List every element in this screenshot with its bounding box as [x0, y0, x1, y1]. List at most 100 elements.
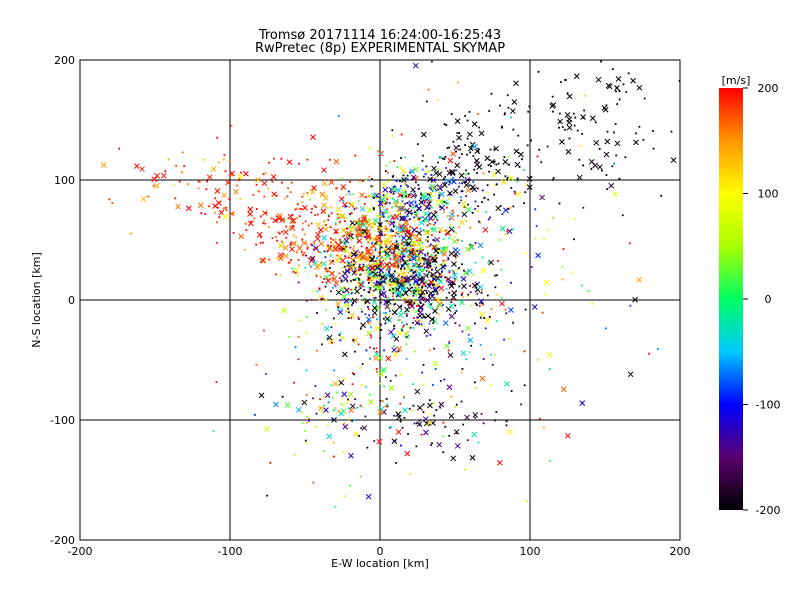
- colorbar-label: [m/s]: [722, 74, 751, 87]
- data-point-dot: [436, 219, 439, 222]
- data-point-dot: [435, 190, 438, 193]
- data-point-dot: [265, 212, 267, 215]
- data-point-dot: [326, 270, 329, 273]
- data-point-dot: [447, 258, 450, 261]
- data-point-dot: [401, 240, 404, 243]
- data-point-dot: [409, 472, 412, 475]
- data-point-dot: [443, 200, 446, 203]
- data-point-dot: [543, 237, 545, 240]
- data-point-dot: [330, 384, 333, 387]
- data-point-cross: [430, 211, 437, 218]
- data-point-cross: [278, 242, 284, 249]
- data-point-dot: [360, 252, 363, 255]
- data-point-cross: [335, 289, 342, 296]
- data-point-dot: [423, 268, 425, 271]
- data-point-dot: [416, 275, 419, 278]
- data-point-cross: [391, 309, 398, 316]
- data-point-cross: [493, 145, 500, 152]
- data-point-cross: [390, 277, 397, 283]
- data-point-dot: [434, 176, 437, 179]
- data-point-dot: [469, 304, 472, 307]
- data-point-dot: [208, 205, 211, 208]
- data-point-dot: [275, 215, 278, 217]
- data-point-dot: [389, 303, 392, 306]
- data-point-dot: [416, 239, 419, 242]
- data-point-cross: [351, 297, 358, 304]
- data-point-dot: [290, 181, 293, 184]
- data-point-dot: [400, 269, 403, 272]
- data-point-dot: [409, 218, 411, 221]
- data-point-dot: [215, 241, 218, 244]
- data-point-cross: [261, 210, 268, 216]
- data-point-dot: [422, 363, 425, 366]
- data-point-dot: [222, 158, 225, 161]
- data-point-dot: [590, 168, 593, 170]
- data-point-dot: [568, 137, 571, 140]
- data-point-dot: [263, 329, 265, 332]
- data-point-dot: [474, 322, 476, 325]
- data-point-cross: [206, 174, 213, 181]
- data-point-dot: [414, 181, 417, 184]
- data-point-dot: [374, 296, 377, 299]
- data-point-dot: [458, 132, 461, 134]
- data-point-dot: [338, 221, 341, 224]
- data-point-dot: [336, 213, 339, 216]
- data-point-dot: [432, 318, 434, 320]
- data-point-dot: [388, 202, 391, 205]
- data-point-dot: [404, 284, 406, 287]
- data-point-dot: [458, 185, 460, 188]
- data-point-dot: [506, 178, 508, 181]
- data-point-dot: [338, 333, 341, 336]
- data-point-dot: [458, 249, 461, 251]
- data-point-dot: [374, 288, 377, 291]
- data-point-dot: [324, 194, 327, 197]
- data-point-cross: [281, 307, 288, 314]
- data-point-dot: [378, 274, 381, 277]
- data-point-dot: [384, 322, 387, 325]
- data-point-cross: [415, 205, 422, 212]
- data-point-dot: [399, 402, 402, 405]
- data-point-dot: [305, 393, 308, 396]
- data-point-dot: [308, 418, 310, 420]
- data-point-dot: [332, 441, 335, 444]
- data-point-dot: [417, 252, 420, 255]
- data-point-dot: [464, 169, 467, 172]
- data-point-cross: [472, 143, 478, 150]
- data-point-dot: [516, 177, 519, 180]
- data-point-dot: [343, 265, 346, 268]
- data-point-cross: [325, 277, 332, 284]
- data-point-dot: [489, 165, 492, 167]
- data-point-dot: [407, 195, 410, 198]
- data-point-dot: [474, 200, 477, 203]
- data-point-dot: [318, 287, 321, 290]
- data-point-dot: [448, 341, 451, 343]
- data-point-dot: [361, 363, 364, 365]
- data-point-dot: [389, 268, 391, 271]
- data-point-dot: [441, 262, 444, 265]
- data-point-dot: [417, 216, 420, 219]
- data-point-dot: [511, 228, 514, 231]
- data-point-dot: [371, 226, 374, 229]
- data-point-dot: [520, 403, 523, 406]
- data-point-dot: [419, 197, 422, 199]
- data-point-dot: [301, 421, 304, 424]
- data-point-cross: [233, 189, 239, 195]
- data-point-dot: [447, 349, 450, 352]
- data-point-dot: [318, 288, 321, 291]
- data-point-dot: [469, 291, 472, 294]
- data-point-dot: [356, 256, 359, 259]
- data-point-cross: [355, 231, 362, 237]
- data-point-dot: [375, 347, 378, 350]
- data-point-dot: [364, 196, 367, 198]
- data-point-dot: [412, 177, 414, 180]
- data-point-dot: [289, 261, 291, 264]
- data-point-cross: [393, 244, 400, 251]
- data-point-dot: [350, 238, 353, 241]
- data-point-dot: [400, 305, 403, 308]
- data-point-cross: [426, 283, 433, 289]
- data-point-cross: [386, 298, 392, 305]
- data-point-dot: [396, 280, 399, 283]
- data-point-dot: [435, 217, 438, 220]
- data-point-dot: [347, 317, 350, 320]
- data-point-dot: [432, 277, 435, 280]
